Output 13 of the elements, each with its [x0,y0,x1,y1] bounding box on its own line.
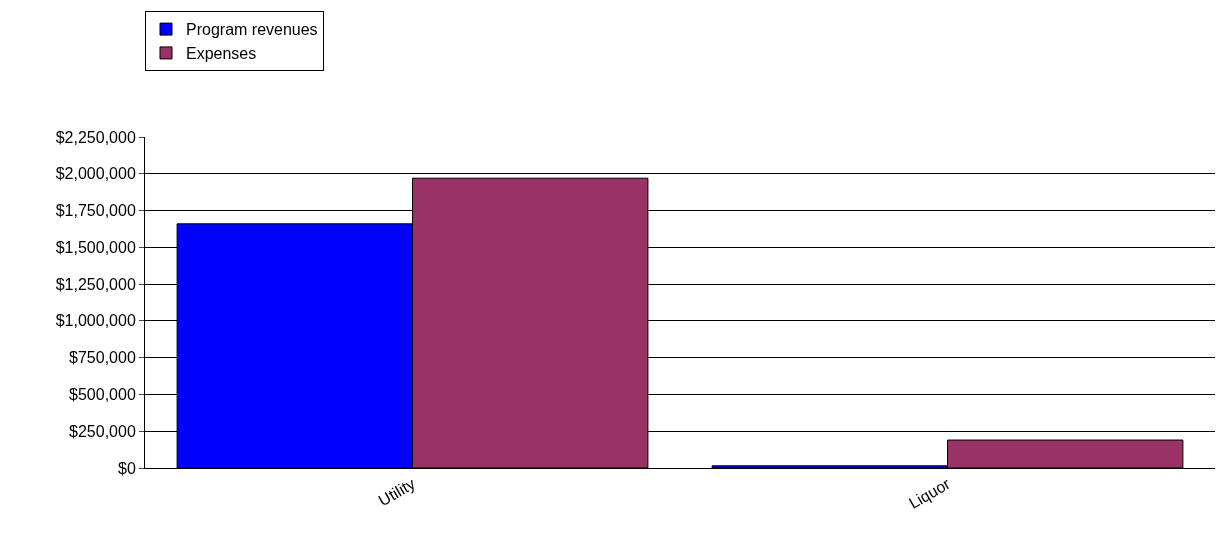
y-tick-label: $1,250,000 [55,275,136,293]
y-tick-label: $0 [118,459,136,477]
legend-label: Program revenues [186,21,318,39]
y-tick-label: $2,000,000 [55,165,136,183]
x-tick-label: Utility [375,475,418,510]
y-tick-label: $2,250,000 [55,128,136,146]
y-tick-label: $1,750,000 [55,202,136,220]
legend-label: Expenses [186,45,257,63]
y-tick-label: $1,000,000 [55,312,136,330]
y-tick-label: $250,000 [69,422,136,440]
y-tick-label: $500,000 [69,386,136,404]
y-tick-label: $750,000 [69,349,136,367]
y-tick-label: $1,500,000 [55,238,136,256]
